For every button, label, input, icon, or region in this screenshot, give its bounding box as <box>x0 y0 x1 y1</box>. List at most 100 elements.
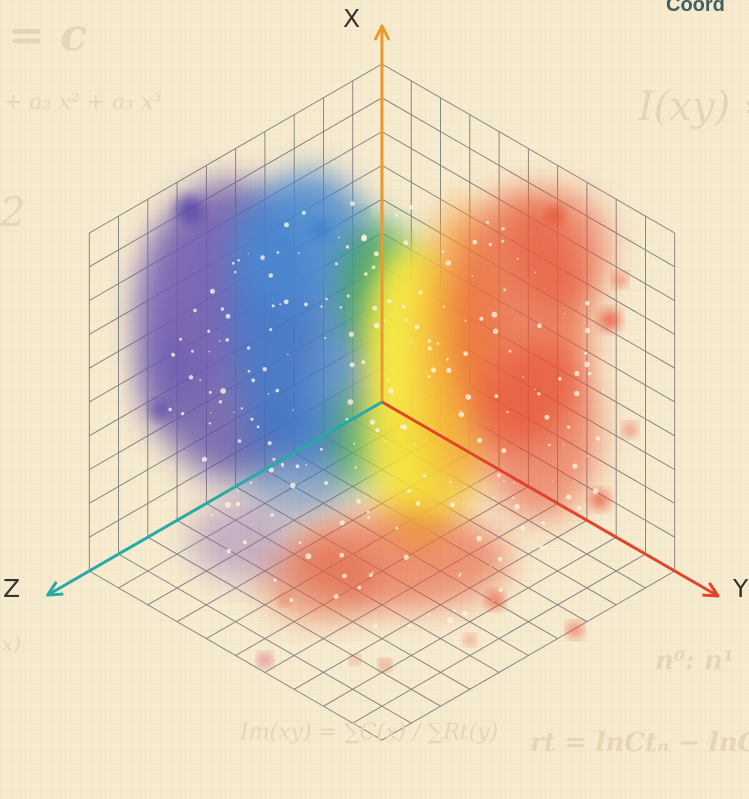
speckle <box>338 236 340 239</box>
speckle <box>563 313 566 315</box>
paint-drop <box>568 623 582 637</box>
grid-line <box>381 97 675 268</box>
speckle <box>237 259 240 262</box>
speckle <box>170 465 173 468</box>
speckle <box>496 473 501 478</box>
speckle <box>534 271 537 274</box>
speckle <box>324 481 329 485</box>
speckle <box>193 308 197 313</box>
speckle <box>210 288 215 294</box>
speckle <box>503 288 506 292</box>
paint-drop <box>465 635 475 645</box>
speckle <box>357 585 362 590</box>
paint-drop <box>380 660 390 670</box>
speckle <box>373 623 378 629</box>
speckle <box>413 443 416 445</box>
speckle <box>453 609 456 613</box>
splash-speckles <box>168 200 605 629</box>
speckle <box>283 299 289 305</box>
speckle <box>384 440 387 442</box>
speckle <box>427 339 432 343</box>
speckle <box>339 520 345 526</box>
speckle <box>501 239 505 243</box>
speckle <box>225 338 229 342</box>
grid-line <box>352 553 646 724</box>
speckle <box>479 316 484 321</box>
speckle <box>409 341 412 344</box>
speckle <box>235 501 241 507</box>
speckle <box>275 388 280 393</box>
speckle <box>462 610 468 616</box>
diagram-title: Coord <box>666 0 725 16</box>
speckle <box>284 222 289 228</box>
speckle <box>256 425 260 429</box>
speckle <box>199 379 202 382</box>
speckle <box>237 439 242 443</box>
speckle <box>462 502 464 504</box>
speckle <box>492 599 494 602</box>
grid-line <box>118 553 412 724</box>
speckle <box>171 352 176 357</box>
speckle <box>333 594 339 599</box>
speckle <box>431 367 437 373</box>
speckle <box>439 431 441 434</box>
speckle <box>449 480 452 483</box>
speckle <box>458 411 465 418</box>
speckle <box>447 617 454 624</box>
speckle <box>268 467 274 473</box>
speckle <box>602 390 605 393</box>
speckle <box>350 201 355 207</box>
speckle <box>537 323 542 329</box>
speckle <box>565 494 572 500</box>
x-axis-label: X <box>343 4 361 33</box>
formula-im: Im(xy) = ∑C(x) / ∑Rt(y) <box>240 720 499 745</box>
speckle <box>572 463 578 469</box>
speckle <box>584 361 590 368</box>
speckle <box>269 328 273 332</box>
grid-line <box>89 570 383 741</box>
speckle <box>354 466 357 469</box>
speckle <box>349 362 355 368</box>
speckle <box>522 376 524 379</box>
speckle <box>442 305 446 308</box>
speckle <box>488 242 493 247</box>
speckle <box>225 501 231 508</box>
speckle <box>587 371 592 376</box>
speckle <box>476 535 483 542</box>
speckle <box>544 414 550 420</box>
z-axis-line <box>46 400 383 597</box>
speckle <box>371 265 376 270</box>
speckle <box>361 360 366 365</box>
speckle <box>371 571 374 574</box>
speckle <box>537 392 541 396</box>
speckle <box>503 479 505 482</box>
speckle <box>368 573 373 578</box>
speckle <box>366 510 370 514</box>
speckle <box>218 400 223 404</box>
speckle <box>225 313 231 319</box>
speckle <box>210 412 212 414</box>
speckle <box>320 447 323 451</box>
formula-poly: + a₂ x² + a₃ x³ <box>4 90 163 115</box>
speckle <box>403 240 409 246</box>
speckle <box>247 252 249 255</box>
speckle <box>428 200 432 203</box>
speckle <box>407 489 412 493</box>
speckle <box>423 474 427 478</box>
speckle <box>304 302 308 307</box>
grid-line <box>323 536 617 707</box>
speckle <box>305 463 308 466</box>
speckle <box>471 275 474 277</box>
grid-line <box>147 536 441 707</box>
speckle <box>279 303 282 306</box>
speckle <box>334 262 338 266</box>
speckle <box>240 407 243 410</box>
speckle <box>295 464 300 469</box>
speckle <box>592 488 599 494</box>
speckle <box>585 300 590 306</box>
speckle <box>541 520 546 525</box>
speckle <box>441 250 445 253</box>
speckle <box>207 329 211 333</box>
speckle <box>427 346 432 351</box>
speckle <box>250 523 252 526</box>
